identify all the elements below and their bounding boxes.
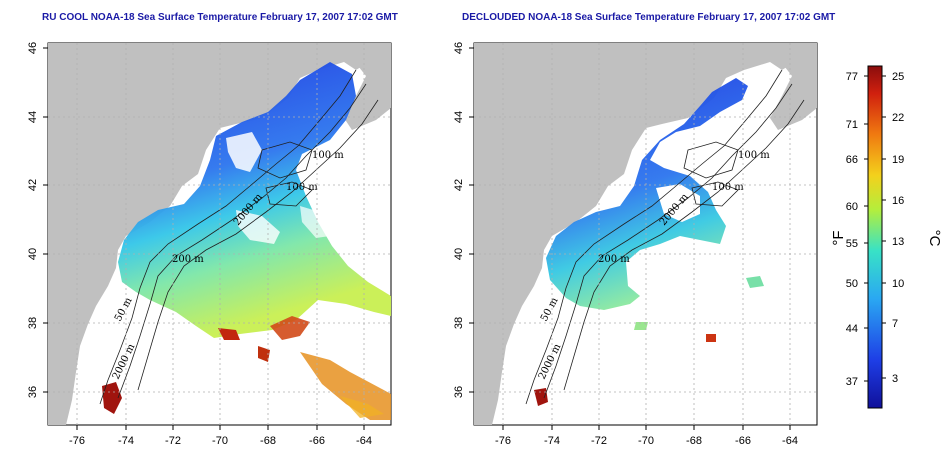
- left-x-tick: -76: [69, 435, 85, 447]
- right-contour-label-100m-b: 100 m: [712, 182, 744, 193]
- colorbar-fahrenheit-tick: 37: [846, 376, 858, 388]
- right-x-tick: -68: [686, 435, 702, 447]
- left-gridlines: [48, 43, 391, 425]
- colorbar-celsius-tick: 7: [892, 318, 898, 330]
- right-bathymetry-contours: [525, 69, 805, 405]
- left-land-nova-scotia: [340, 43, 391, 130]
- left-y-tick: 42: [27, 179, 39, 191]
- left-x-tick: -64: [356, 435, 372, 447]
- right-land-nova-scotia: [766, 43, 817, 130]
- right-contour-label-200m: 200 m: [598, 254, 630, 265]
- colorbar-fahrenheit-tick: 66: [846, 154, 858, 166]
- colorbar-fahrenheit-tick: 77: [846, 71, 858, 83]
- left-y-tick: 46: [27, 42, 39, 54]
- left-contour-label-100m-b: 100 m: [286, 182, 318, 193]
- right-land: [474, 43, 802, 425]
- left-land: [48, 43, 376, 425]
- left-y-tick: 40: [27, 248, 39, 260]
- right-y-tick: 40: [453, 248, 465, 260]
- colorbar-celsius-tick: 13: [892, 236, 904, 248]
- left-x-tick: -72: [165, 435, 181, 447]
- left-x-tick: -68: [260, 435, 276, 447]
- right-y-tick: 46: [453, 42, 465, 54]
- left-y-tick: 36: [27, 386, 39, 398]
- right-x-tick: -74: [544, 435, 560, 447]
- colorbar-fahrenheit-tick: 71: [846, 119, 858, 131]
- left-map-title: RU COOL NOAA-18 Sea Surface Temperature …: [42, 12, 398, 23]
- left-sst-field: [118, 62, 391, 338]
- right-x-tick: -64: [782, 435, 798, 447]
- right-x-tick: -70: [638, 435, 654, 447]
- right-contour-label-100m-a: 100 m: [738, 150, 770, 161]
- colorbar-fahrenheit-tick: 50: [846, 278, 858, 290]
- left-contour-label-100m-a: 100 m: [312, 150, 344, 161]
- colorbar-celsius-tick: 16: [892, 195, 904, 207]
- right-map-title: DECLOUDED NOAA-18 Sea Surface Temperatur…: [462, 12, 836, 23]
- right-x-tick: -72: [591, 435, 607, 447]
- right-y-tick: 36: [453, 386, 465, 398]
- colorbar-celsius-label: °C: [926, 230, 943, 247]
- colorbar-celsius-tick: 19: [892, 154, 904, 166]
- left-contour-label-200m: 200 m: [172, 254, 204, 265]
- left-x-tick: -74: [118, 435, 134, 447]
- colorbar-fahrenheit-tick: 44: [846, 323, 858, 335]
- left-bathymetry-contours: [99, 69, 379, 405]
- right-y-tick: 42: [453, 179, 465, 191]
- left-map-panel: 100 m 100 m 200 m 50 m 2000 m 2000 m -7: [27, 42, 392, 447]
- colorbar-celsius-tick: 3: [892, 373, 898, 385]
- right-x-tick: -76: [495, 435, 511, 447]
- right-y-tick: 38: [453, 317, 465, 329]
- colorbar-fahrenheit-label: °F: [830, 230, 847, 245]
- right-x-tick: -66: [735, 435, 751, 447]
- right-gridlines: [474, 43, 817, 425]
- left-x-tick: -70: [212, 435, 228, 447]
- colorbar-celsius-tick: 22: [892, 112, 904, 124]
- colorbar-fahrenheit-tick: 60: [846, 201, 858, 213]
- right-y-tick: 44: [453, 111, 465, 123]
- right-map-panel: 100 m 100 m 200 m 50 m 2000 m 2000 m -76…: [453, 42, 818, 447]
- colorbar-gradient: [867, 65, 883, 409]
- left-y-tick: 38: [27, 317, 39, 329]
- right-sst-field: [546, 78, 748, 310]
- left-y-tick: 44: [27, 111, 39, 123]
- colorbar-celsius-tick: 25: [892, 71, 904, 83]
- colorbar-celsius-tick: 10: [892, 278, 904, 290]
- colorbar-fahrenheit-tick: 55: [846, 238, 858, 250]
- temperature-colorbar: 77 71 66 60 55 50 44 37 25 22 19 16 13 1…: [830, 65, 943, 409]
- left-x-tick: -66: [309, 435, 325, 447]
